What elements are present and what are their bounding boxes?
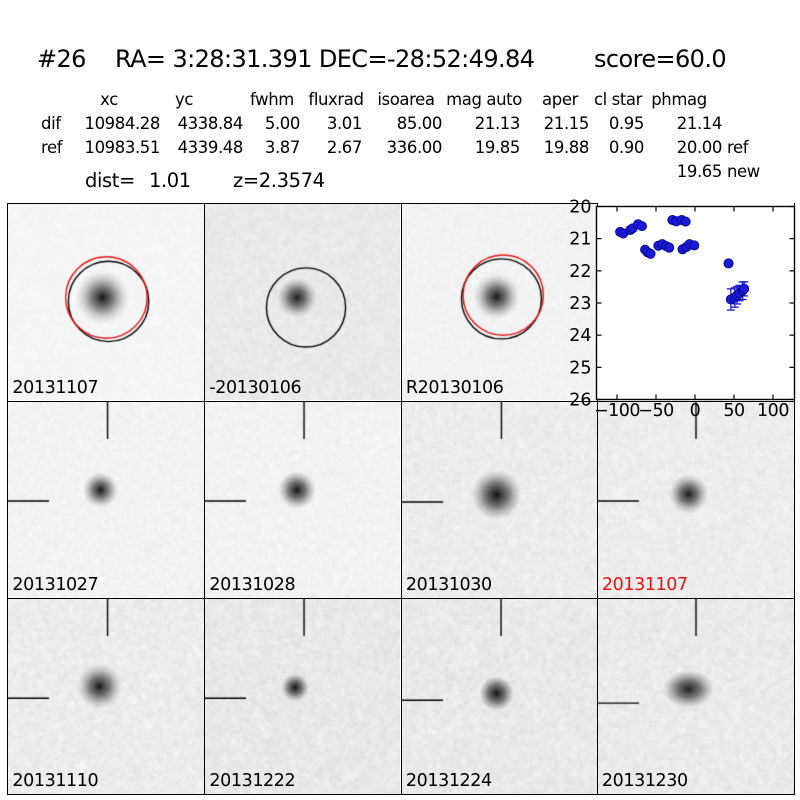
cutout-image-20131230 (597, 598, 794, 794)
cell-dif-1: 4338.84 (177, 114, 244, 133)
cell-ref-4: 336.00 (386, 138, 443, 157)
cell-dif-8: 21.14 (676, 114, 723, 133)
cutout-date-label: 20131230 (601, 771, 688, 792)
cutout-image-20131222 (205, 598, 401, 794)
phmag-new-value: 19.65 (676, 162, 723, 181)
grid-vline-3 (596, 203, 598, 796)
cutout-image-20131027 (8, 401, 205, 598)
candidate-id: #26 (37, 45, 86, 73)
col-header-mag-auto: mag auto (446, 90, 522, 109)
cell-ref-0: 10983.51 (84, 138, 160, 157)
cell-ref-5: 19.85 (474, 138, 521, 157)
cutout-image-20131030 (401, 401, 597, 598)
cell-ref-8: 20.00 (676, 138, 723, 157)
row-label-ref: ref (41, 138, 63, 157)
col-header-cl-star: cl star (593, 90, 643, 109)
cutout-date-label: 20131027 (12, 575, 99, 596)
grid-hline-0 (7, 203, 598, 205)
cutout-panel-20131027: 20131027 (8, 401, 205, 598)
cell-dif-6: 21.15 (543, 114, 590, 133)
cutout-panel-20131107: 20131107 (8, 204, 205, 401)
cutout-image-20131110 (8, 598, 205, 794)
cutout-date-label: R20130106 (405, 377, 504, 398)
cell-ref-2: 3.87 (264, 138, 301, 157)
col-header-yc: yc (174, 90, 194, 109)
grid-hline-2 (7, 597, 796, 599)
cutout-grid: 20131107 -20130106 R20130106 20131027 201310… (7, 203, 796, 796)
cell-dif-7: 0.95 (608, 114, 645, 133)
cell-dif-3: 3.01 (326, 114, 363, 133)
cell-suffix-ref: ref (727, 138, 749, 157)
cutout-image-R20130106 (401, 204, 597, 401)
col-header-xc: xc (100, 90, 118, 109)
col-header-fwhm: fwhm (250, 90, 294, 109)
cutout-panel-20131224: 20131224 (401, 598, 597, 794)
cutout-date-label: 20131107 (12, 377, 99, 398)
grid-vline-2 (400, 203, 402, 796)
cell-ref-6: 19.88 (543, 138, 590, 157)
dist-value: 1.01 (149, 169, 191, 192)
phmag-new-suffix: new (727, 162, 760, 181)
row-label-dif: dif (41, 114, 61, 133)
col-header-fluxrad: fluxrad (308, 90, 364, 109)
cell-dif-4: 85.00 (396, 114, 443, 133)
cell-ref-7: 0.90 (608, 138, 645, 157)
redshift-value: z=2.3574 (233, 169, 325, 192)
cutout-date-label: 20131030 (405, 575, 492, 596)
grid-vline-0 (7, 203, 9, 796)
cutout-panel-R20130106: R20130106 (401, 204, 597, 401)
col-header-isoarea: isoarea (377, 90, 435, 109)
cutout-panel-20131028: 20131028 (205, 401, 401, 598)
dist-label: dist= (85, 169, 135, 192)
cell-dif-5: 21.13 (474, 114, 521, 133)
cell-ref-1: 4339.48 (177, 138, 244, 157)
cell-dif-2: 5.00 (264, 114, 301, 133)
cutout-date-label: 20131110 (12, 771, 99, 792)
cutout-panel-20131110: 20131110 (8, 598, 205, 794)
grid-vline-4 (794, 203, 796, 796)
cutout-date-label: -20130106 (209, 377, 302, 398)
cutout-panel-20131230: 20131230 (597, 598, 794, 794)
cutout-date-label: 20131107 (601, 575, 688, 596)
candidate-score: score=60.0 (594, 45, 727, 73)
cutout-panel-20131107: 20131107 (597, 401, 794, 598)
cutout-panel--20130106: -20130106 (205, 204, 401, 401)
grid-hline-3 (7, 794, 796, 796)
grid-vline-1 (204, 203, 206, 796)
candidate-coordinates: RA= 3:28:31.391 DEC=-28:52:49.84 (115, 45, 535, 73)
cell-ref-3: 2.67 (326, 138, 363, 157)
cutout-panel-20131030: 20131030 (401, 401, 597, 598)
cutout-image--20130106 (205, 204, 401, 401)
cutout-panel-20131222: 20131222 (205, 598, 401, 794)
cutout-date-label: 20131028 (209, 575, 296, 596)
cutout-image-20131224 (401, 598, 597, 794)
col-header-aper: aper (542, 90, 578, 109)
cutout-image-20131107 (8, 204, 205, 401)
col-header-phmag: phmag (651, 90, 707, 109)
cell-dif-0: 10984.28 (84, 114, 160, 133)
cutout-image-20131028 (205, 401, 401, 598)
cutout-date-label: 20131224 (405, 771, 492, 792)
cutout-date-label: 20131222 (209, 771, 296, 792)
cutout-image-20131107 (597, 401, 794, 598)
grid-hline-1 (7, 400, 796, 402)
